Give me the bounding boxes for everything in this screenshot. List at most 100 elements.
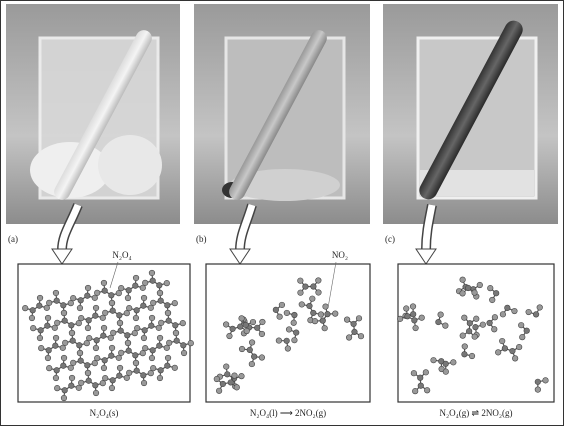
atom [165, 310, 171, 316]
atom [78, 315, 84, 321]
atom [134, 325, 140, 331]
atom [85, 362, 91, 368]
atom [86, 378, 92, 384]
atom [239, 373, 245, 379]
atom [109, 385, 115, 391]
atom [70, 295, 76, 301]
atom [188, 340, 194, 346]
atom [411, 370, 417, 376]
atom [417, 375, 423, 381]
atom [142, 327, 148, 333]
atom [149, 355, 155, 361]
atom [133, 275, 139, 281]
atom [61, 355, 67, 361]
atom [46, 365, 52, 371]
atom [85, 285, 91, 291]
atom [117, 365, 123, 371]
atom [533, 312, 539, 318]
atom [125, 295, 131, 301]
atom [61, 310, 67, 316]
atom [173, 322, 179, 328]
atom [45, 323, 51, 329]
atom [239, 346, 245, 352]
atom [117, 373, 123, 379]
atom [37, 335, 43, 341]
atom [320, 318, 326, 324]
atom [516, 344, 522, 350]
atom [260, 319, 266, 325]
atom [405, 313, 411, 319]
atom [94, 355, 100, 361]
atom [126, 370, 132, 376]
atom [462, 315, 468, 321]
atom [38, 327, 44, 333]
atom [277, 314, 283, 320]
atom [492, 314, 498, 320]
atom [273, 307, 279, 313]
atom [312, 318, 318, 324]
atom [292, 337, 298, 343]
atom [249, 340, 255, 346]
atom [467, 320, 473, 326]
atom [227, 333, 233, 339]
atom [69, 383, 75, 389]
atom [502, 346, 508, 352]
atom [316, 278, 322, 284]
atom [344, 317, 350, 323]
atom [109, 345, 115, 351]
atom [356, 316, 362, 322]
atom [86, 335, 92, 341]
atom [62, 318, 68, 324]
atom [495, 350, 501, 356]
atom [77, 342, 83, 348]
atom [85, 293, 91, 299]
atom [133, 352, 139, 358]
atom [512, 356, 518, 362]
atom [101, 333, 107, 339]
atom [165, 302, 171, 308]
atom [102, 288, 108, 294]
atom [37, 303, 43, 309]
atom [526, 309, 532, 315]
atom [535, 387, 541, 393]
atom [228, 380, 234, 386]
atom [410, 304, 416, 310]
atom [254, 325, 260, 331]
photo [194, 4, 370, 224]
atom [93, 305, 99, 311]
atom [102, 357, 108, 363]
atom [69, 375, 75, 381]
atom [436, 319, 442, 325]
atom [173, 330, 179, 336]
atom [473, 316, 479, 322]
atom [61, 302, 67, 308]
atom [298, 290, 304, 296]
atom [419, 315, 425, 321]
atom [61, 363, 67, 369]
photo [383, 4, 558, 224]
atom [150, 278, 156, 284]
atom [293, 330, 299, 336]
atom [126, 305, 132, 311]
atom [102, 375, 108, 381]
atom [181, 350, 187, 356]
atom [239, 316, 245, 322]
atom [180, 320, 186, 326]
atom [174, 338, 180, 344]
atom [469, 353, 475, 359]
atom [149, 323, 155, 329]
atom [172, 365, 178, 371]
figure: (a) (b) (c) N₂O₄ NO₂ N₂O₄(s) N₂O₄(l) ⟶ 2… [0, 0, 564, 426]
atom [412, 388, 418, 394]
atom [158, 367, 164, 373]
atom [519, 334, 525, 340]
atom [78, 380, 84, 386]
atom [101, 325, 107, 331]
molecule-label: NO₂ [332, 250, 348, 260]
atom [118, 350, 124, 356]
atom [487, 285, 493, 291]
atom [332, 311, 338, 317]
atom [535, 379, 541, 385]
atom [85, 325, 91, 331]
panel-label: (c) [385, 234, 395, 244]
